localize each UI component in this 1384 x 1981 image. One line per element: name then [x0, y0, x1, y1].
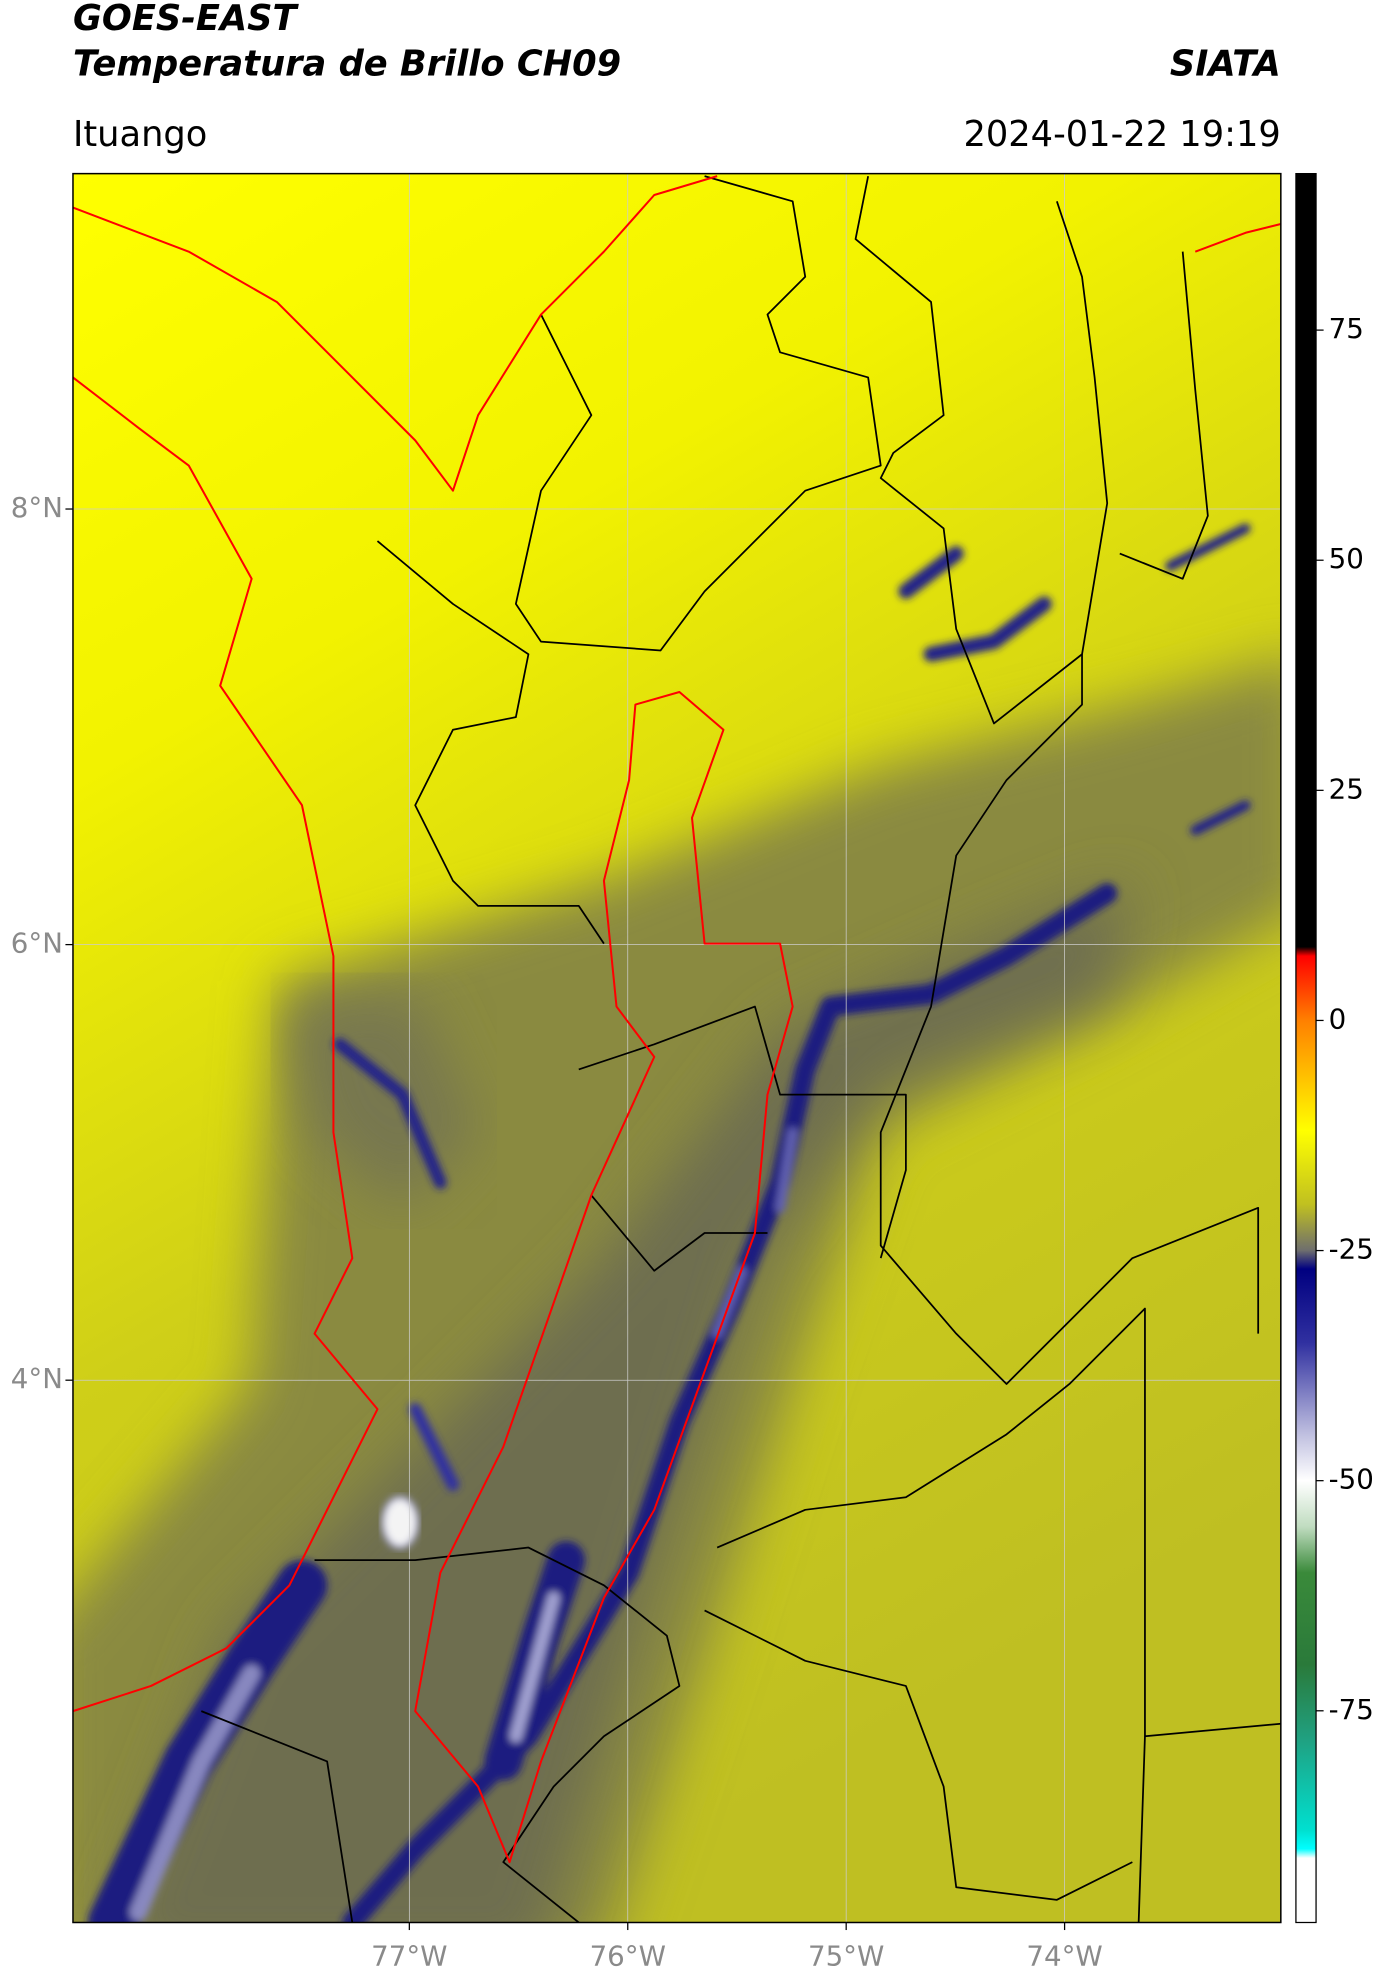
satellite-image [72, 173, 1281, 1923]
lon-label: 74°W [1026, 1940, 1102, 1973]
location: Ituango [73, 114, 207, 155]
colorbar-tick-label: -25 [1329, 1233, 1374, 1266]
source: SIATA [1170, 43, 1281, 84]
title: GOES-EAST [73, 0, 300, 39]
colorbar-tick-label: -75 [1329, 1693, 1374, 1726]
lon-label: 75°W [808, 1940, 884, 1973]
map-frame [72, 172, 1282, 1924]
colorbar-tick-label: -50 [1329, 1463, 1374, 1496]
colorbar [1295, 172, 1317, 1924]
colorbar-tick-label: 50 [1329, 542, 1364, 575]
lon-label: 77°W [371, 1940, 447, 1973]
lat-label: 6°N [11, 927, 63, 960]
lat-label: 8°N [11, 491, 63, 524]
colorbar-tick-label: 25 [1329, 772, 1364, 805]
timestamp: 2024-01-22 19:19 [963, 114, 1280, 155]
lat-label: 4°N [11, 1362, 63, 1395]
lon-label: 76°W [590, 1940, 666, 1973]
subtitle: Temperatura de Brillo CH09 [73, 43, 621, 84]
colorbar-tick-label: 75 [1329, 312, 1364, 345]
colorbar-tick-label: 0 [1329, 1002, 1347, 1035]
